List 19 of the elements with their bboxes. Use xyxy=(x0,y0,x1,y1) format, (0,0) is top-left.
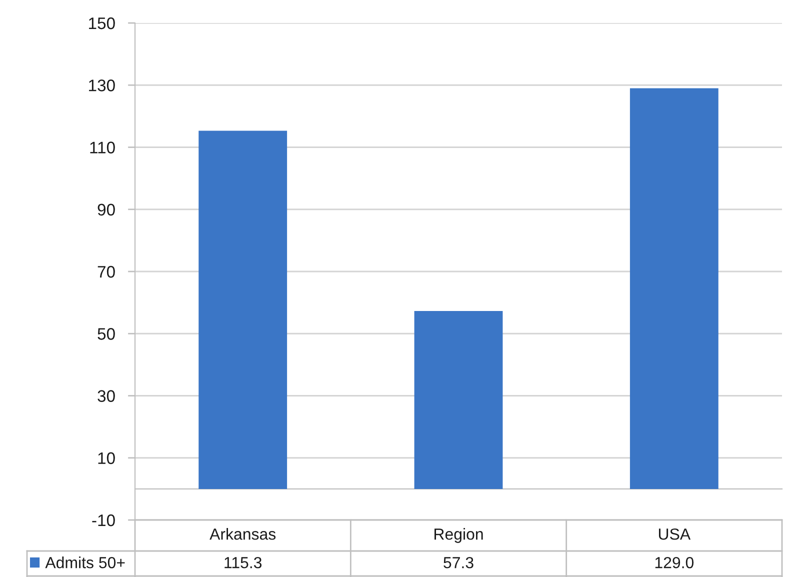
y-tick-label: 50 xyxy=(98,328,115,340)
y-tick-label: 110 xyxy=(90,142,115,154)
bar xyxy=(630,88,718,489)
y-tick-label: -10 xyxy=(92,514,115,526)
y-tick-label: 30 xyxy=(98,390,115,402)
y-tick-label: 90 xyxy=(98,204,115,216)
y-tick-label: 150 xyxy=(89,17,115,30)
data-label: 129.0 xyxy=(655,556,694,568)
x-tick-label: Arkansas xyxy=(210,528,276,540)
legend-label: Admits 50+ xyxy=(45,556,125,568)
data-label: 57.3 xyxy=(444,556,474,568)
y-tick-label: 10 xyxy=(98,452,115,464)
y-tick-label: 70 xyxy=(98,266,115,278)
y-tick-label: 130 xyxy=(89,80,115,92)
x-tick-label: USA xyxy=(658,528,691,540)
bar xyxy=(198,130,288,489)
data-label: 115.3 xyxy=(224,556,262,568)
x-tick-label: Region xyxy=(434,528,483,543)
bar xyxy=(414,310,503,489)
